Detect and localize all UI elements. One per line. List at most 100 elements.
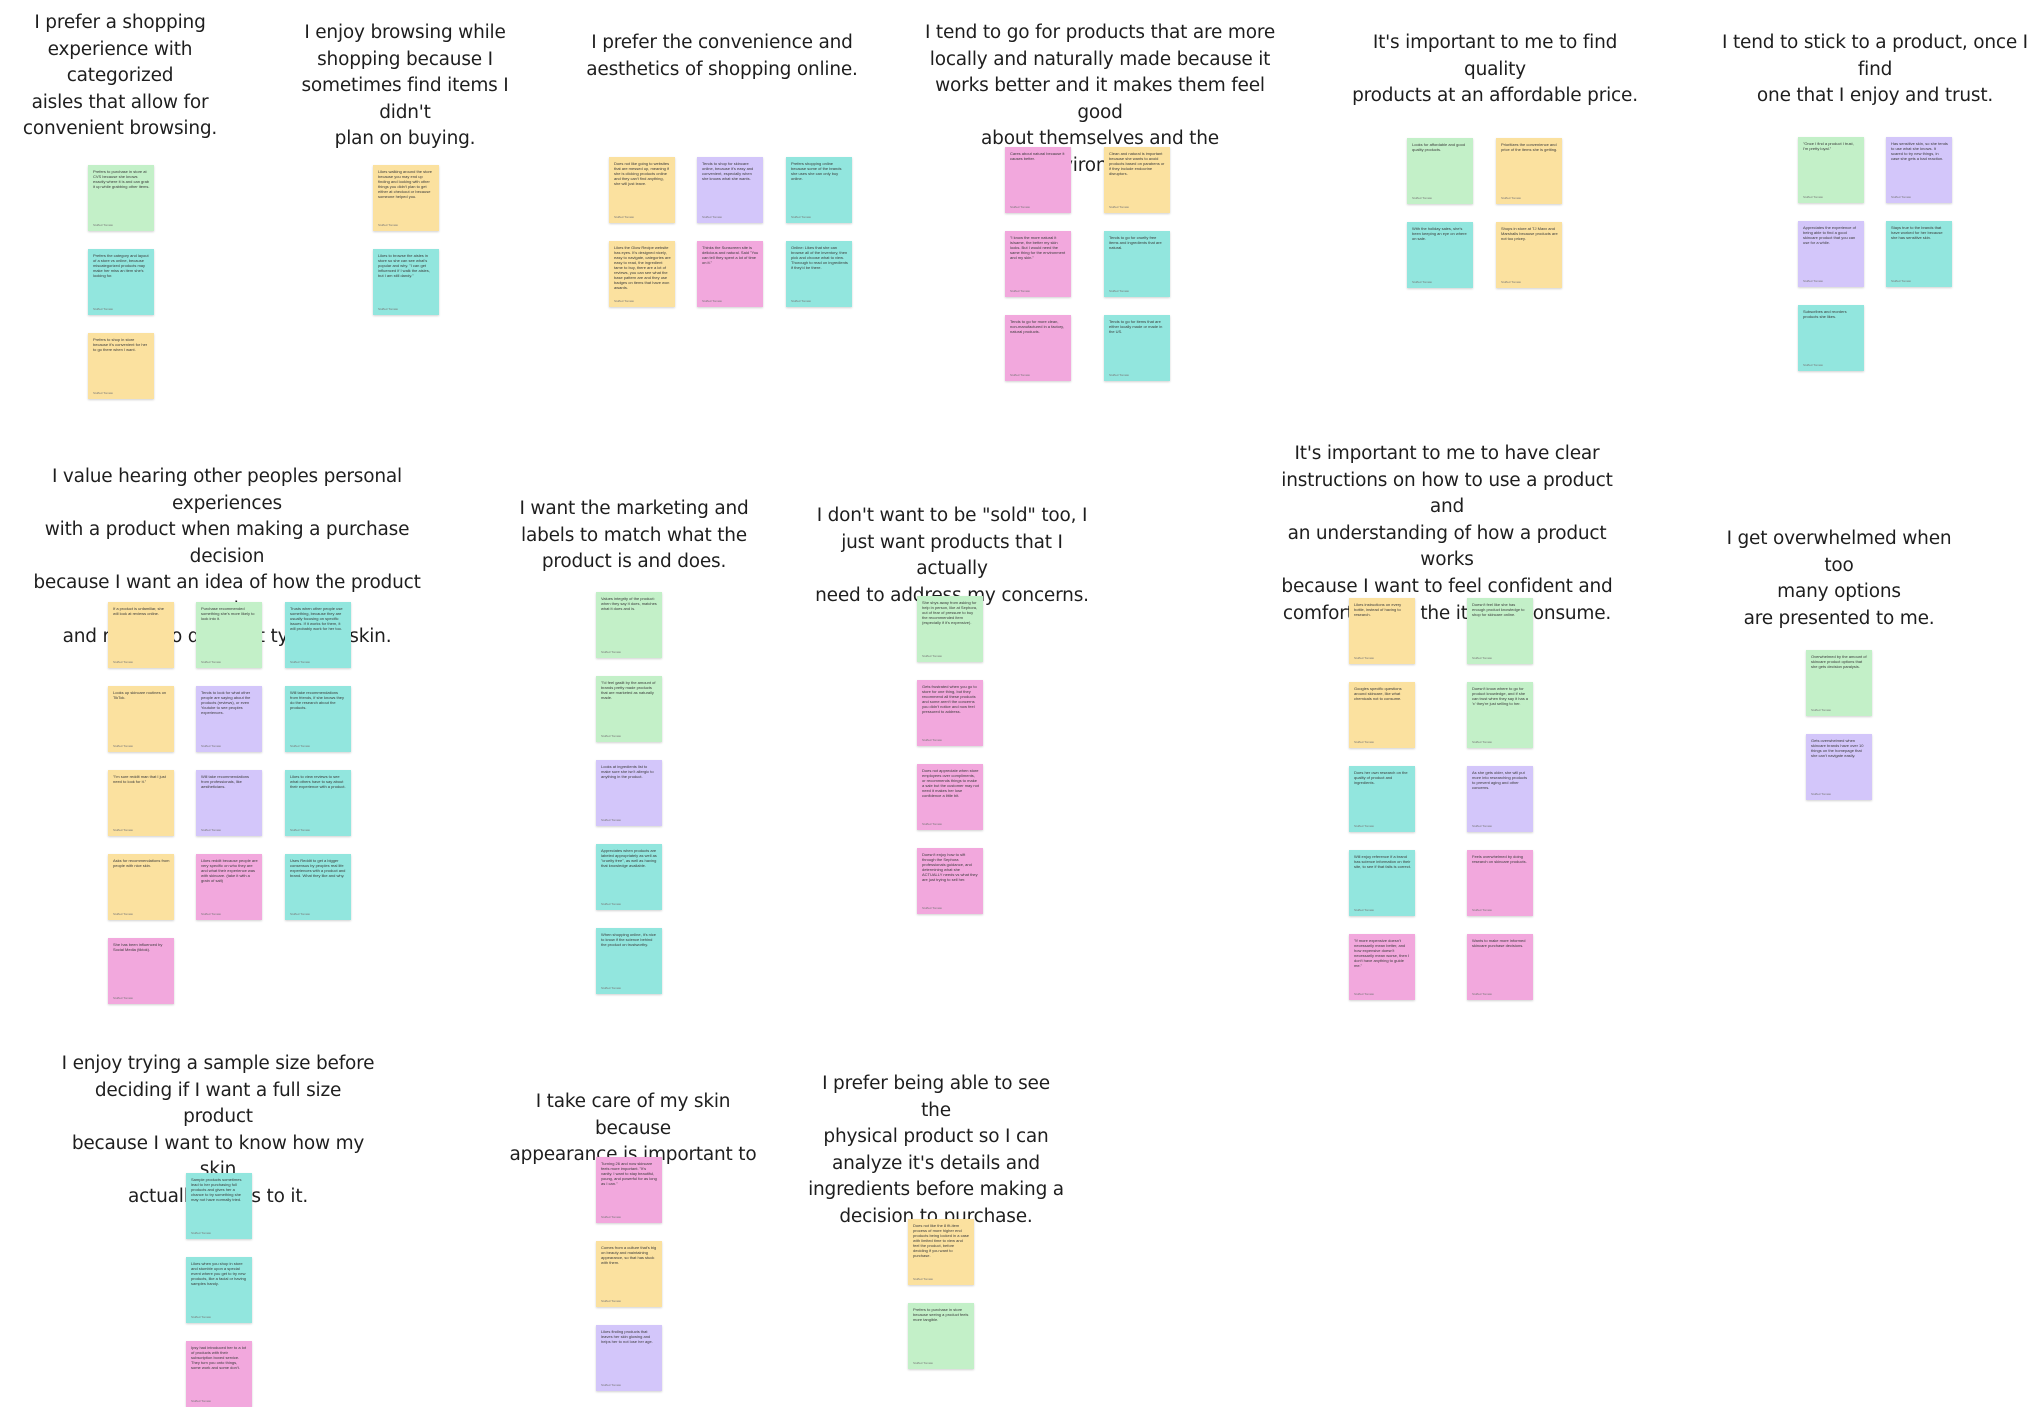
sticky-note-author: Stuffed Tomato [1109,373,1130,377]
cluster-heading[interactable]: I take care of my skin because appearanc… [509,1091,757,1192]
sticky-note[interactable]: Likes the Glow Recipe website has eyes. … [609,241,675,307]
cluster-heading[interactable]: I prefer a shopping experience with cate… [22,12,218,140]
sticky-note-text: Stays true to the brands that have worke… [1891,225,1943,240]
sticky-note[interactable]: Prefers to shop in store because it's co… [88,333,154,399]
sticky-note[interactable]: Likes instructions on every bottle, inst… [1349,598,1415,664]
sticky-note[interactable]: Overwhelmed by the amount of skincare pr… [1806,650,1872,716]
sticky-note[interactable]: Prefers to purchase in store because see… [908,1303,974,1369]
sticky-note[interactable]: Ipsy had introduced her to a lot of prod… [186,1341,252,1407]
sticky-note[interactable]: Will enjoy reference if a brand has scie… [1349,850,1415,916]
sticky-note[interactable]: Comes from a culture that's big on beaut… [596,1241,662,1307]
sticky-note-author: Stuffed Tomato [93,391,114,395]
cluster-heading[interactable]: I enjoy browsing while shopping because … [301,22,509,150]
sticky-note[interactable]: Online: Likes that she can browse all of… [786,241,852,307]
sticky-note[interactable]: Does not like going to websites that are… [609,157,675,223]
cluster-heading[interactable]: I enjoy trying a sample size before deci… [61,1053,375,1207]
sticky-note-author: Stuffed Tomato [601,1215,622,1219]
cluster-heading[interactable]: I tend to go for products that are more … [924,22,1276,176]
cluster-heading[interactable]: I prefer the convenience and aesthetics … [586,32,858,80]
sticky-note[interactable]: Feels overwhelmed by doing research on s… [1467,850,1533,916]
sticky-note[interactable]: "I'm sure reddit man that I just need to… [108,770,174,836]
cluster-heading[interactable]: I tend to stick to a product, once I fin… [1722,32,2028,107]
sticky-note[interactable]: Gets overwhelmed when skincare brands ha… [1806,734,1872,800]
sticky-note[interactable]: Likes to browse the aisles in store so s… [373,249,439,315]
sticky-note[interactable]: Likes to view reviews to see what others… [285,770,351,836]
sticky-note-author: Stuffed Tomato [1811,792,1832,796]
sticky-note-text: Prioritizes the convenience and price of… [1501,142,1558,152]
sticky-note[interactable]: Turning 26 and now skincare feels more i… [596,1157,662,1223]
sticky-note[interactable]: Stays true to the brands that have worke… [1886,221,1952,287]
sticky-note[interactable]: Likes walking around the store because y… [373,165,439,231]
sticky-note[interactable]: Wants to make more informed skincare pur… [1467,934,1533,1000]
sticky-note[interactable]: Tends to shop for skincare online, becau… [697,157,763,223]
cluster-heading[interactable]: I don't want to be "sold" too, I just wa… [815,505,1089,606]
sticky-note[interactable]: Uses Reddit to get a bigger consensus by… [285,854,351,920]
sticky-note-author: Stuffed Tomato [601,650,622,654]
sticky-note[interactable]: Does not like the 8 fit-item process of … [908,1219,974,1285]
sticky-note[interactable]: Prefers the category and layout of a sto… [88,249,154,315]
sticky-note-text: Gets overwhelmed when skincare brands ha… [1811,738,1864,758]
sticky-note[interactable]: With the holiday sales, she's been keepi… [1407,222,1473,288]
cluster-heading[interactable]: I get overwhelmed when too many options … [1726,528,1952,629]
sticky-note[interactable]: Appreciates when products are labeled ap… [596,844,662,910]
cluster-heading[interactable]: I prefer being able to see the physical … [808,1073,1064,1227]
sticky-note[interactable]: Tends to look for what other people are … [196,686,262,752]
sticky-note[interactable]: Appreciates the experience of being able… [1798,221,1864,287]
sticky-note-text: Likes to browse the aisles in store so s… [378,253,430,278]
sticky-note[interactable]: Subscribes and reorders products she lik… [1798,305,1864,371]
sticky-note[interactable]: Googles specific questions around skinca… [1349,682,1415,748]
sticky-note[interactable]: Prefers to purchase in store at CVS beca… [88,165,154,231]
sticky-note[interactable]: Doesn't feel like she has enough product… [1467,598,1533,664]
sticky-note[interactable]: "I'd feel gaslit by the amount of brands… [596,676,662,742]
sticky-note[interactable]: Purchase recommended something she's mor… [196,602,262,668]
sticky-note[interactable]: Has sensitive skin, so she tends to use … [1886,137,1952,203]
cluster-heading[interactable]: I want the marketing and labels to match… [519,498,749,573]
sticky-note[interactable]: Tends to go for more clean, non-manufact… [1005,315,1071,381]
sticky-note[interactable]: Does her own research on the quality of … [1349,766,1415,832]
sticky-note[interactable]: Will take recommendations from friends, … [285,686,351,752]
sticky-note[interactable]: Likes finding products that leaves her s… [596,1325,662,1391]
sticky-note[interactable]: Thinks the Sunscreen site is delicious a… [697,241,763,307]
sticky-note[interactable]: She shys away from asking for help in pe… [917,596,983,662]
sticky-note[interactable]: Trusts when other people use something, … [285,602,351,668]
sticky-note[interactable]: Cares about natural because it causes be… [1005,147,1071,213]
sticky-note[interactable]: "If more expensive doesn't necessarily m… [1349,934,1415,1000]
sticky-note-text: Values integrity of the product: when th… [601,596,657,611]
sticky-note-text: Trusts when other people use something, … [290,606,343,631]
sticky-note[interactable]: Will take recommendations from professio… [196,770,262,836]
sticky-note[interactable]: Tends to go for items that are either lo… [1104,315,1170,381]
sticky-note[interactable]: Shops in store at TJ Maxx and Marshalls … [1496,222,1562,288]
sticky-note-text: Comes from a culture that's big on beaut… [601,1245,657,1265]
sticky-note[interactable]: Looks for affordable and good quality pr… [1407,138,1473,204]
sticky-note-author: Stuffed Tomato [201,660,222,664]
sticky-note[interactable]: If a product is unfamiliar, she will loo… [108,602,174,668]
sticky-note[interactable]: Looks up skincare routines on TikTok. Stu… [108,686,174,752]
sticky-note-author: Stuffed Tomato [601,902,622,906]
sticky-note[interactable]: Likes when you shop in store and stumble… [186,1257,252,1323]
sticky-note[interactable]: Likes reddit because people are very spe… [196,854,262,920]
sticky-note[interactable]: She has been influenced by Social Media … [108,938,174,1004]
sticky-note-author: Stuffed Tomato [601,734,622,738]
sticky-note[interactable]: Gets frustrated when you go to store for… [917,680,983,746]
sticky-note[interactable]: Tends to go for cruelty free items and i… [1104,231,1170,297]
sticky-note-author: Stuffed Tomato [191,1399,212,1403]
sticky-note[interactable]: Asks for recommendations from people wit… [108,854,174,920]
sticky-note[interactable]: Values integrity of the product: when th… [596,592,662,658]
sticky-note[interactable]: Doesn't enjoy how to sift through the Se… [917,848,983,914]
sticky-note[interactable]: Prioritizes the convenience and price of… [1496,138,1562,204]
sticky-note[interactable]: When shopping online, it's nice to know … [596,928,662,994]
sticky-note[interactable]: Does not appreciate when store employees… [917,764,983,830]
sticky-note[interactable]: As she gets older, she will put more int… [1467,766,1533,832]
sticky-note-text: When shopping online, it's nice to know … [601,932,657,947]
sticky-note[interactable]: Prefers shopping online because some of … [786,157,852,223]
cluster-heading[interactable]: It's important to me to find quality pro… [1352,32,1638,107]
sticky-note[interactable]: Clean and natural is important because s… [1104,147,1170,213]
sticky-note[interactable]: "I know the more natural it is/same, the… [1005,231,1071,297]
sticky-note[interactable]: Looks at ingredients list to make sure s… [596,760,662,826]
sticky-note[interactable]: "Once I find a product I trust, I'm pret… [1798,137,1864,203]
sticky-note[interactable]: Sample products sometimes lead to her pu… [186,1173,252,1239]
sticky-note-text: Sample products sometimes lead to her pu… [191,1177,242,1202]
cluster-heading[interactable]: It's important to me to have clear instr… [1281,443,1613,624]
sticky-note[interactable]: Doesn't know where to go for product kno… [1467,682,1533,748]
